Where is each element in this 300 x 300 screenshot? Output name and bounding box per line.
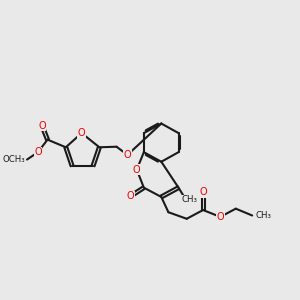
Text: O: O [78,128,86,138]
Text: O: O [133,165,141,175]
Text: OCH₃: OCH₃ [2,155,25,164]
Text: O: O [217,212,224,222]
Text: O: O [38,121,46,131]
Text: O: O [34,147,42,157]
Text: O: O [126,191,134,201]
Text: CH₃: CH₃ [182,195,197,204]
Text: CH₃: CH₃ [256,211,272,220]
Text: O: O [124,150,131,160]
Text: O: O [199,187,207,197]
